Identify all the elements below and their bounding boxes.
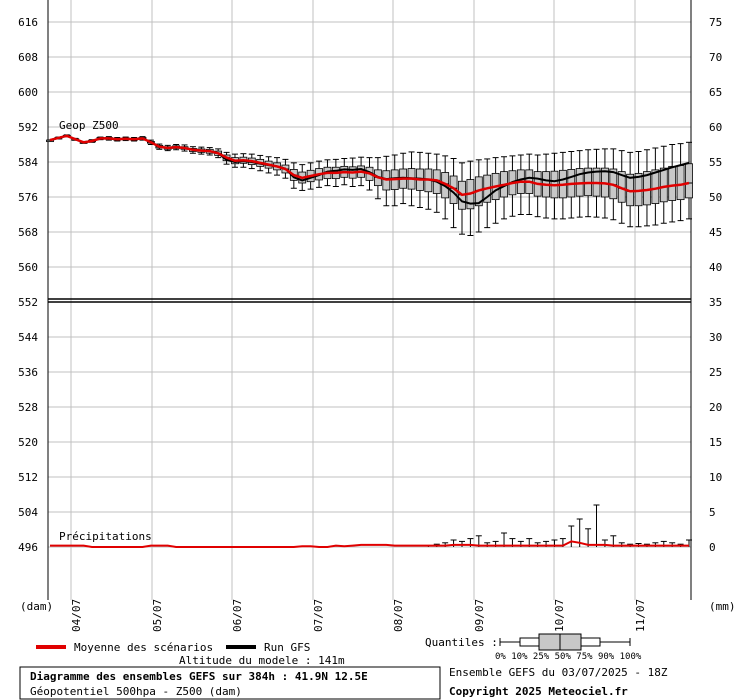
left-tick-label: 544 (18, 331, 38, 344)
right-tick-label: 10 (709, 471, 722, 484)
left-tick-label: 584 (18, 156, 38, 169)
footer-box (19, 666, 441, 700)
right-tick-label: 45 (709, 226, 722, 239)
right-tick-label: 35 (709, 296, 722, 309)
grid (48, 0, 691, 600)
quantiles-label: Quantiles : (425, 636, 498, 649)
lower-panel-label: Précipitations (59, 530, 152, 543)
boxplot (516, 154, 525, 215)
boxplot (483, 158, 492, 229)
left-tick-label: 520 (18, 436, 38, 449)
left-tick-label: 536 (18, 366, 38, 379)
left-tick-label: 512 (18, 471, 38, 484)
boxplot (643, 149, 651, 227)
right-unit: (mm) (709, 600, 736, 613)
date-label: 05/07 (151, 599, 164, 632)
left-tick-label: 560 (18, 261, 38, 274)
iqr-box (676, 165, 685, 201)
boxplot (659, 145, 668, 224)
left-tick-label: 568 (18, 226, 38, 239)
right-tick-label: 30 (709, 331, 722, 344)
date-label: 04/07 (70, 599, 83, 632)
quantiles-ticks: 0% 10% 25% 50% 75% 90% 100% (495, 652, 642, 662)
right-tick-label: 70 (709, 51, 722, 64)
right-tick-label: 55 (709, 156, 722, 169)
left-tick-label: 608 (18, 51, 38, 64)
left-tick-label: 600 (18, 86, 38, 99)
boxplot (634, 151, 643, 228)
date-label: 09/07 (473, 599, 486, 632)
mean-line (49, 134, 690, 197)
run-info: Ensemble GEFS du 03/07/2025 - 18Z (449, 666, 668, 679)
boxplot (668, 144, 677, 223)
footer-title: Diagramme des ensembles GEFS sur 384h : … (30, 670, 368, 683)
right-tick-label: 75 (709, 16, 722, 29)
copyright: Copyright 2025 Meteociel.fr (449, 685, 628, 698)
right-tick-label: 15 (709, 436, 722, 449)
left-tick-label: 576 (18, 191, 38, 204)
date-label: 11/07 (634, 599, 647, 632)
footer-subtitle: Géopotentiel 500hpa - Z500 (dam) (30, 685, 242, 698)
boxplot (533, 154, 542, 218)
right-tick-label: 5 (709, 506, 716, 519)
boxplot (525, 153, 534, 215)
boxplot (508, 155, 517, 217)
iqr-box (685, 163, 693, 199)
boxplot (474, 159, 483, 233)
iqr-box (668, 165, 677, 201)
date-label: 06/07 (231, 599, 244, 632)
right-tick-label: 40 (709, 261, 722, 274)
left-tick-label: 504 (18, 506, 38, 519)
left-unit: (dam) (20, 600, 53, 613)
boxplot (676, 143, 685, 222)
series-lines (49, 134, 690, 205)
iqr-box (659, 167, 668, 203)
precipitation-bars (50, 504, 692, 548)
left-tick-label: 592 (18, 121, 38, 134)
boxplot (651, 147, 660, 226)
upper-panel-label: Geop Z500 (59, 119, 119, 132)
precip-mean-line (50, 540, 689, 548)
right-tick-label: 25 (709, 366, 722, 379)
left-tick-label: 552 (18, 296, 38, 309)
legend-mean-label: Moyenne des scénarios (74, 641, 213, 654)
altitude-label: Altitude du modele : 141m (179, 654, 345, 667)
left-tick-label: 496 (18, 541, 38, 554)
right-tick-label: 0 (709, 541, 716, 554)
date-label: 10/07 (553, 599, 566, 632)
iqr-box (651, 169, 660, 204)
left-tick-label: 616 (18, 16, 38, 29)
axes: 6166086005925845765685605525445365285205… (18, 0, 722, 632)
right-tick-label: 60 (709, 121, 722, 134)
right-tick-label: 20 (709, 401, 722, 414)
boxplots (46, 134, 693, 236)
left-tick-label: 528 (18, 401, 38, 414)
quantiles-key (499, 633, 631, 651)
right-tick-label: 50 (709, 191, 722, 204)
boxplot (466, 160, 475, 236)
date-label: 07/07 (312, 599, 325, 632)
right-tick-label: 65 (709, 86, 722, 99)
date-label: 08/07 (392, 599, 405, 632)
boxplot (382, 155, 391, 207)
legend-run-label: Run GFS (264, 641, 310, 654)
